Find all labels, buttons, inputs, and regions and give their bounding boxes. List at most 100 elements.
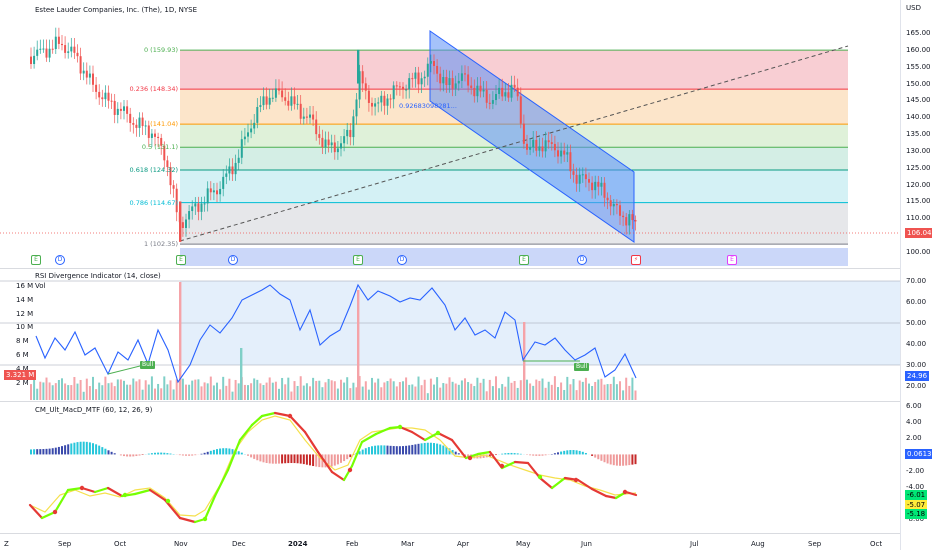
macd-hist-bar [541, 454, 544, 456]
volume-bar [513, 381, 516, 400]
pane-divider-1[interactable] [0, 268, 932, 269]
volume-bar [231, 391, 234, 400]
macd-hist-bar [98, 445, 101, 455]
macd-line-segment [330, 470, 346, 482]
dividend-marker[interactable]: D [577, 255, 587, 265]
candle-body [588, 179, 590, 183]
macd-line-segment [604, 494, 618, 500]
candle-body [507, 92, 510, 98]
candle-body [296, 103, 299, 105]
candle-body [240, 139, 243, 158]
symbol-title[interactable]: Estee Lauder Companies, Inc. (The), 1D, … [35, 6, 198, 14]
macd-hist-bar [95, 444, 98, 455]
candle-body [67, 51, 70, 53]
time-axis-z[interactable]: Z [4, 540, 9, 548]
volume-bar [603, 384, 606, 400]
earnings-marker[interactable]: E [353, 255, 363, 265]
volume-bar [346, 377, 349, 400]
volume-bar [191, 380, 194, 400]
candle-body [606, 197, 609, 201]
macd-hist-bar [222, 448, 225, 455]
volume-bar [591, 386, 594, 400]
volume-bar [501, 384, 504, 400]
macd-hist-bar [584, 452, 587, 455]
candle-body [448, 78, 451, 85]
macd-hist-bar [442, 445, 445, 455]
third-value-tag: -5.18 [905, 509, 928, 519]
volume-bar [358, 376, 361, 400]
macd-hist-bar [467, 454, 470, 458]
macd-hist-bar [290, 454, 293, 464]
candle-body [538, 146, 541, 151]
rsi-title[interactable]: RSI Divergence Indicator (14, close) [35, 272, 161, 280]
macd-line [28, 411, 638, 524]
volume-bar [135, 381, 138, 400]
parallel-channel[interactable] [429, 30, 635, 243]
earnings-marker[interactable]: E [519, 255, 529, 265]
macd-line-segment [260, 411, 277, 418]
fib-level-label: (141.04) [150, 120, 178, 129]
volume-bar [392, 381, 395, 400]
dividend-marker[interactable]: D [55, 255, 65, 265]
dividend-marker[interactable]: D [228, 255, 238, 265]
vol-label[interactable]: Vol [35, 282, 46, 290]
volume-bar [634, 390, 637, 400]
volume-bar [123, 380, 125, 400]
candle-body [470, 85, 473, 88]
macd-hist-bar [48, 448, 51, 455]
macd-hist-bar [237, 451, 240, 455]
volume-bar [482, 378, 485, 400]
volume-bar [110, 382, 113, 400]
candle-body [287, 100, 290, 106]
earnings-marker[interactable]: E [176, 255, 186, 265]
candle-body [299, 103, 302, 119]
fib-level-label: 1 (102.35) [143, 240, 178, 249]
candle-body [485, 89, 488, 103]
macd-hist-bar [330, 454, 333, 467]
macd-hist-bar [417, 443, 420, 455]
macd-hist-bar [538, 454, 541, 456]
candle-body [206, 188, 209, 204]
volume-bar [495, 376, 497, 400]
volume-bar [619, 381, 621, 400]
macd-hist-bar [256, 454, 259, 461]
macd-line-segment [53, 488, 70, 514]
trendline[interactable] [179, 45, 849, 242]
candle-body [625, 217, 628, 226]
earnings-marker[interactable]: E [31, 255, 41, 265]
candle-body [498, 87, 501, 95]
macd-hist-bar [513, 453, 516, 455]
macd-tick: 4.00 [906, 418, 922, 427]
time-axis-label: Feb [346, 540, 359, 548]
candle-body [535, 139, 538, 151]
macd-hist-bar [612, 454, 615, 466]
earnings-marker[interactable]: E [727, 255, 737, 265]
candle-body [150, 133, 153, 138]
candle-body [522, 123, 525, 144]
macd-hist-bar [194, 454, 197, 456]
volume-bar [476, 377, 479, 400]
macd-hist-bar [358, 451, 361, 455]
fib-level-label: 0.618 (124.32) [129, 166, 179, 175]
currency-label[interactable]: USD [906, 4, 921, 12]
macd-hist-bar [532, 454, 535, 456]
split-marker[interactable]: ⚡ [631, 255, 641, 265]
volume-bar [411, 384, 414, 400]
macd-hist-bar [296, 454, 299, 464]
macd-hist-bar [340, 454, 342, 463]
candle-body [228, 166, 231, 174]
fib-level-label: 0.786 (114.67) [129, 198, 179, 207]
candle-body [324, 139, 327, 148]
dividend-marker[interactable]: D [397, 255, 407, 265]
candle-body [488, 102, 491, 104]
candle-body [467, 74, 470, 86]
macd-line-segment [273, 411, 292, 418]
candle-body [429, 61, 432, 64]
macd-hist-bar [225, 448, 228, 455]
candle-body [584, 174, 587, 180]
pane-divider-2[interactable] [0, 401, 932, 402]
volume-bar [200, 386, 203, 400]
candle-body [219, 188, 222, 195]
macd-title[interactable]: CM_Ult_MacD_MTF (60, 12, 26, 9) [35, 406, 153, 414]
